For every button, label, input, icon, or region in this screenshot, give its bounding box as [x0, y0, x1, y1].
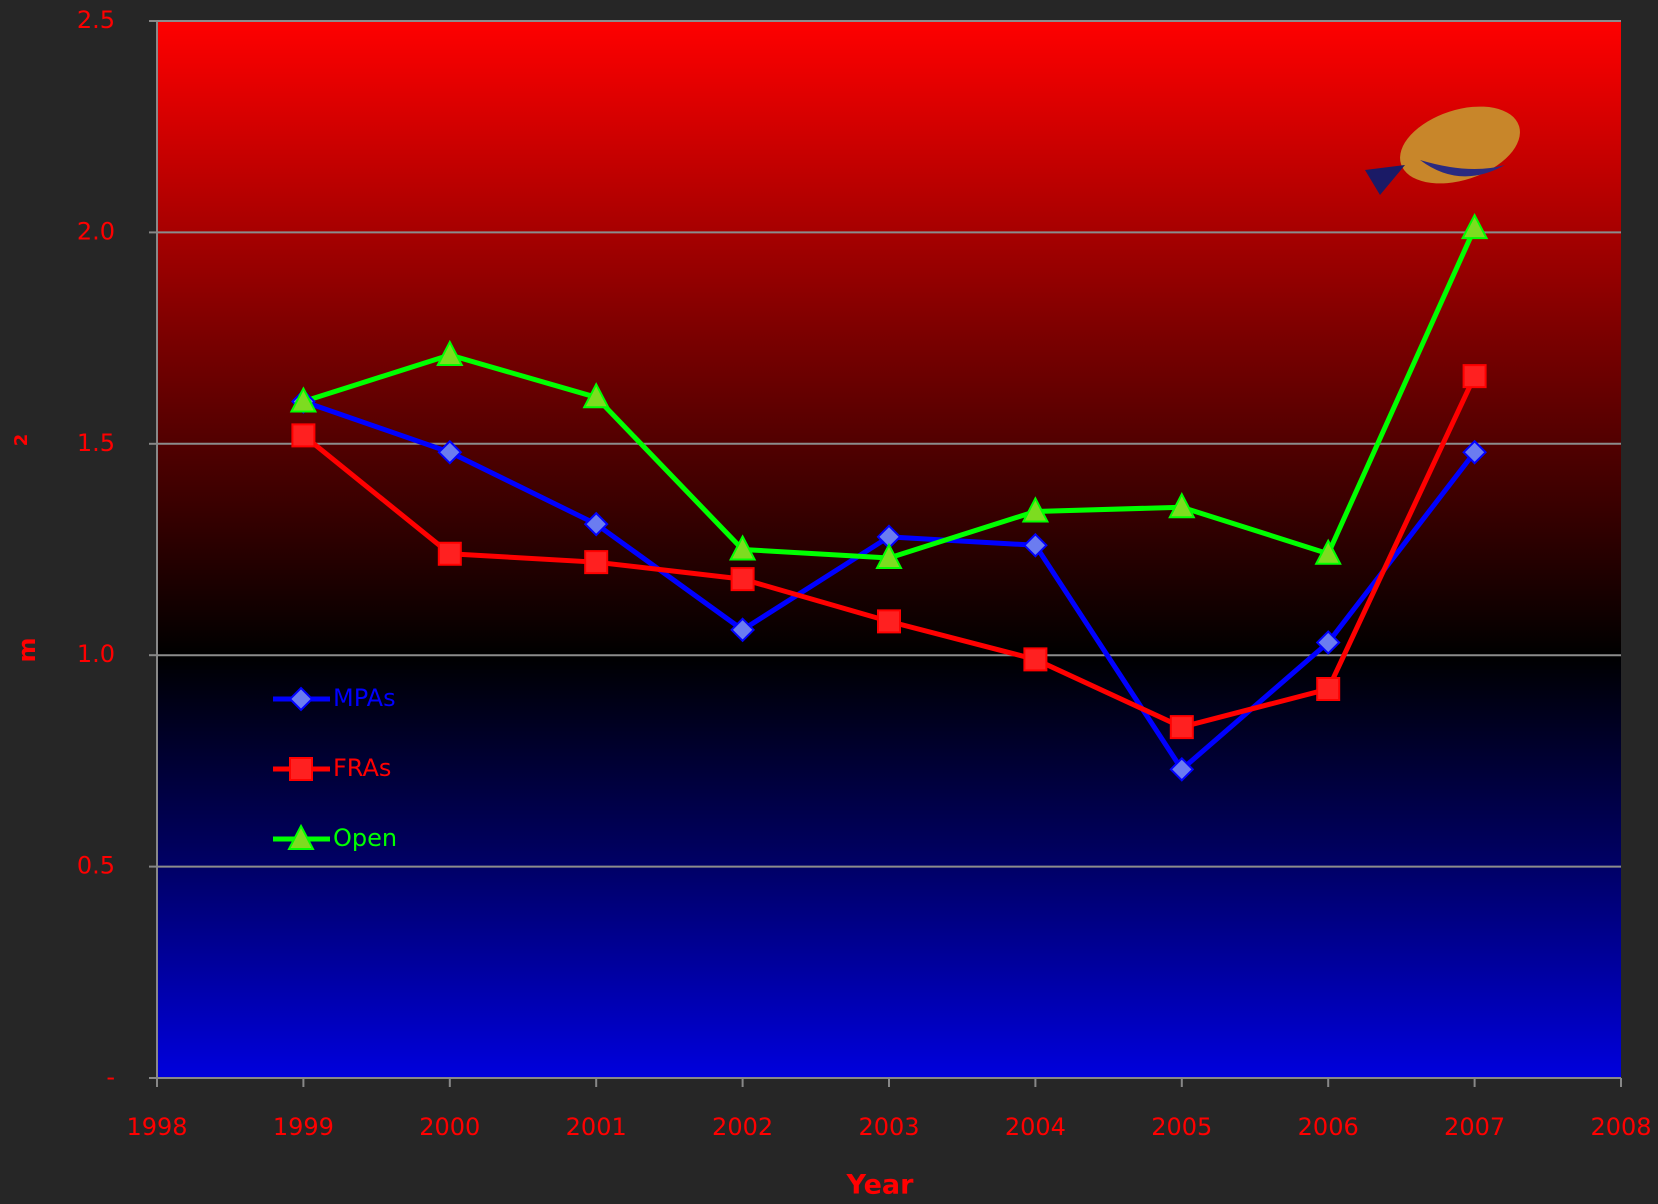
legend-marker — [290, 758, 312, 780]
x-tick-label: 2001 — [566, 1113, 627, 1141]
chart: Year m 2 - 0.5 1.0 1.5 2.0 2.5 1998 1999 2000 200… — [0, 0, 1658, 1204]
data-point — [878, 610, 900, 632]
y-axis-label-superscript: 2 — [11, 434, 32, 447]
x-tick-label: 2006 — [1298, 1113, 1359, 1141]
y-tick-label: 2.0 — [77, 217, 115, 245]
x-tick-label: 2003 — [858, 1113, 919, 1141]
data-point — [1024, 648, 1046, 670]
x-tick-label: 2005 — [1151, 1113, 1212, 1141]
y-tick-label: 1.5 — [77, 429, 115, 457]
y-axis-label: m — [13, 637, 41, 662]
legend-label: MPAs — [333, 684, 396, 712]
data-point — [732, 568, 754, 590]
x-tick-label: 2004 — [1005, 1113, 1066, 1141]
data-point — [1171, 716, 1193, 738]
x-tick-label: 1999 — [273, 1113, 334, 1141]
y-tick-label: - — [106, 1063, 115, 1091]
x-axis-label: Year — [846, 1170, 915, 1201]
data-point — [439, 543, 461, 565]
x-tick-label: 2007 — [1444, 1113, 1505, 1141]
y-tick-label: 2.5 — [77, 6, 115, 34]
x-tick-label: 2008 — [1590, 1113, 1651, 1141]
data-point — [1464, 365, 1486, 387]
y-tick-label: 1.0 — [77, 640, 115, 668]
y-tick-label: 0.5 — [77, 852, 115, 880]
legend-label: Open — [333, 824, 397, 852]
legend-label: FRAs — [333, 754, 391, 782]
x-tick-label: 2002 — [712, 1113, 773, 1141]
x-tick-label: 1998 — [126, 1113, 187, 1141]
data-point — [292, 424, 314, 446]
data-point — [1317, 678, 1339, 700]
data-point — [585, 551, 607, 573]
x-tick-label: 2000 — [419, 1113, 480, 1141]
